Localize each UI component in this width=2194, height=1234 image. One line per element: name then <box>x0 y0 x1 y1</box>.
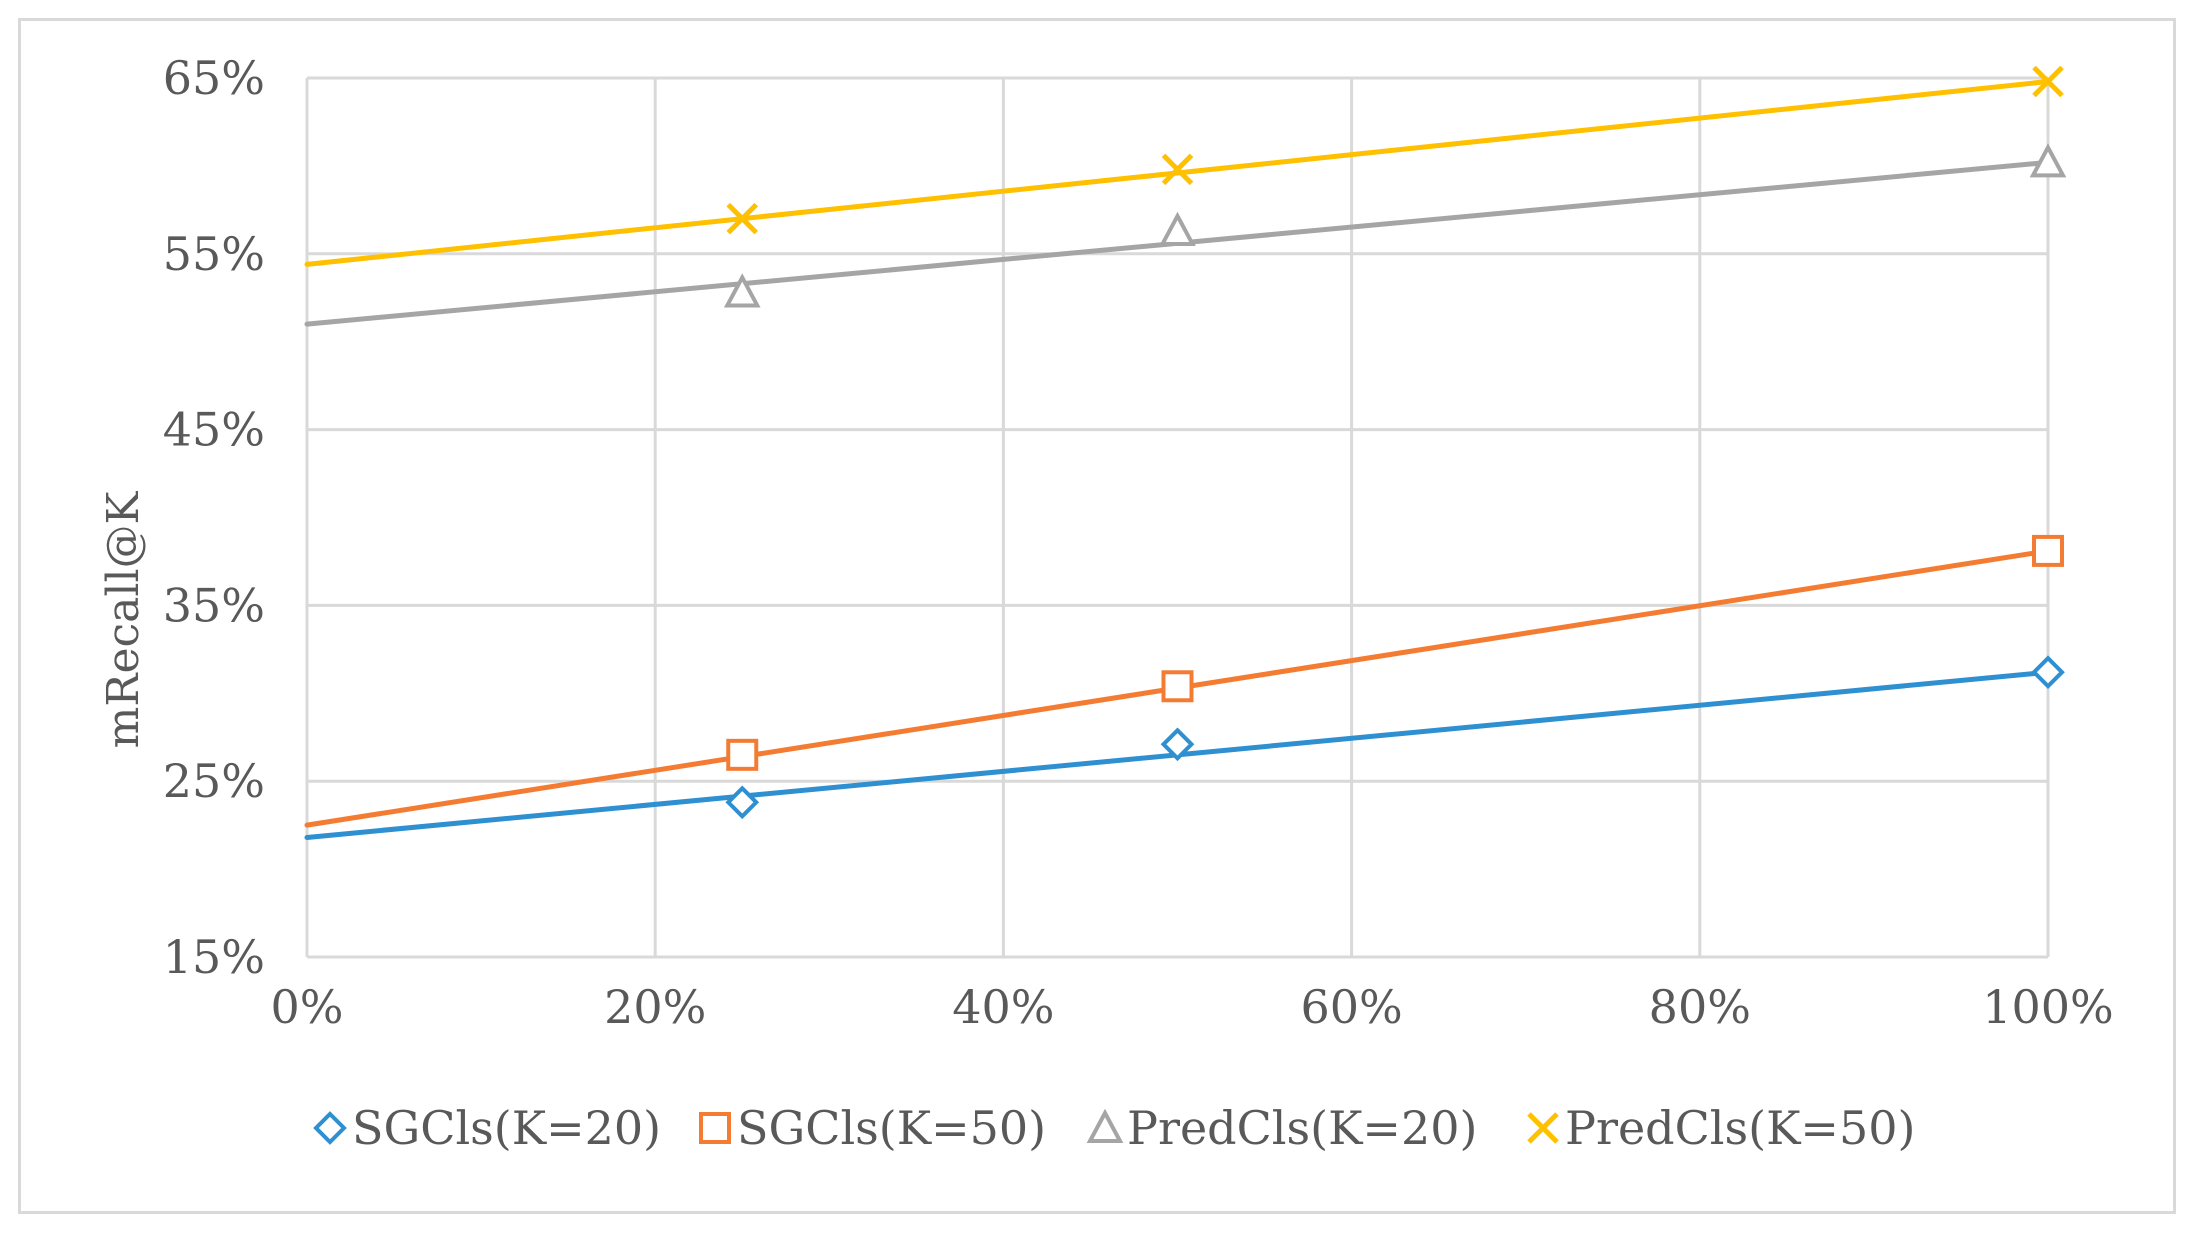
legend-label-sgcls-k-50: SGCls(K=50) <box>737 1101 1046 1155</box>
x-tick-label: 100% <box>1982 980 2114 1034</box>
data-point-sgcls-k-50 <box>726 738 759 771</box>
legend: SGCls(K=20) SGCls(K=50) PredCls(K=20) PredC… <box>313 1101 1915 1155</box>
data-point-sgcls-k-50 <box>2032 534 2064 567</box>
gridlines <box>307 76 2050 957</box>
data-point-sgcls-k-20 <box>1160 727 1195 762</box>
y-tick-label: 25% <box>163 754 265 808</box>
x-tick-label: 60% <box>1300 980 1402 1034</box>
y-tick-labels: 15% 25% 35% 45% 55% 65% <box>163 51 265 984</box>
data-point-sgcls-k-50 <box>1161 670 1194 703</box>
legend-item-sgcls-k-50: SGCls(K=50) <box>699 1101 1046 1155</box>
y-tick-label: 45% <box>163 403 265 457</box>
axes <box>305 78 2048 959</box>
legend-item-sgcls-k-20: SGCls(K=20) <box>313 1101 661 1155</box>
data-point-predcls-k-20 <box>2029 143 2067 178</box>
data-point-predcls-k-20 <box>723 273 761 308</box>
data-point-predcls-k-20 <box>1159 211 1196 246</box>
y-tick-label: 65% <box>163 51 265 105</box>
legend-marker-predcls-k-50 <box>1527 1112 1559 1144</box>
x-tick-label: 0% <box>271 980 344 1034</box>
x-marker-stroke <box>1527 1112 1559 1144</box>
legend-item-predcls-k-50: PredCls(K=50) <box>1527 1101 1915 1155</box>
x-marker-stroke <box>726 202 759 235</box>
y-tick-label: 55% <box>163 227 265 281</box>
legend-marker-predcls-k-20 <box>1086 1108 1124 1143</box>
x-tick-labels: 0% 20% 40% 60% 80% 100% <box>271 980 2114 1034</box>
legend-label-predcls-k-50: PredCls(K=50) <box>1565 1101 1915 1155</box>
legend-item-predcls-k-20: PredCls(K=20) <box>1086 1101 1477 1155</box>
data-point-predcls-k-50 <box>2032 65 2064 98</box>
x-tick-label: 40% <box>952 980 1054 1034</box>
y-axis-label: mRecall@K <box>98 490 149 748</box>
y-tick-label: 15% <box>163 930 265 984</box>
data-point-predcls-k-50 <box>1161 153 1194 186</box>
x-tick-label: 80% <box>1649 980 1751 1034</box>
y-tick-label: 35% <box>163 578 265 632</box>
x-tick-label: 20% <box>604 980 706 1034</box>
legend-marker-sgcls-k-20 <box>313 1111 347 1145</box>
data-point-predcls-k-50 <box>726 202 759 235</box>
series-lines <box>304 79 2051 840</box>
x-marker-stroke <box>2032 65 2064 98</box>
x-marker-stroke <box>1161 153 1194 186</box>
series-markers <box>723 65 2067 820</box>
chart-frame <box>18 18 2176 1214</box>
legend-label-sgcls-k-20: SGCls(K=20) <box>352 1101 661 1155</box>
legend-label-predcls-k-20: PredCls(K=20) <box>1127 1101 1477 1155</box>
legend-marker-sgcls-k-50 <box>699 1112 731 1144</box>
data-point-sgcls-k-20 <box>725 785 760 820</box>
data-point-sgcls-k-20 <box>2031 655 2065 690</box>
